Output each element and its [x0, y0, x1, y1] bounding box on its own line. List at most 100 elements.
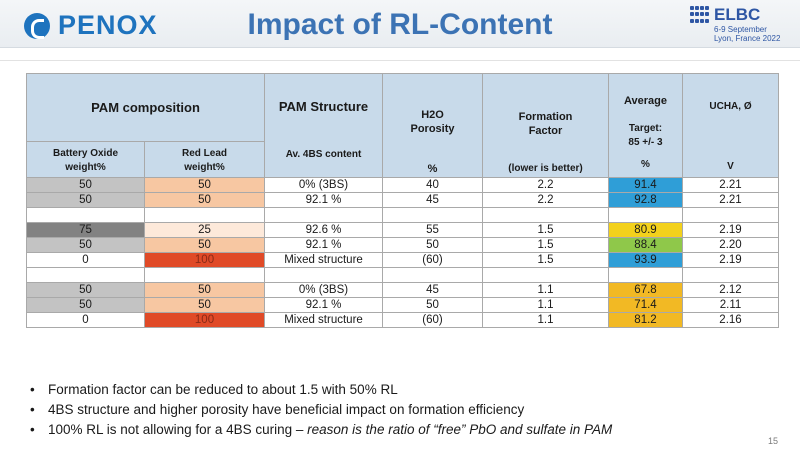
- elbc-location: Lyon, France 2022: [714, 34, 781, 43]
- red-lead-cell: 50: [144, 297, 265, 313]
- structure-cell: 92.1 %: [264, 237, 383, 253]
- oxide-cell: 75: [26, 222, 145, 238]
- oxide-cell: 50: [26, 192, 145, 208]
- header-pam-structure: PAM Structure Av. 4BS content: [264, 73, 383, 178]
- average-cell: 88.4: [608, 237, 683, 253]
- ucha-cell: 2.12: [682, 282, 779, 298]
- average-cell: 91.4: [608, 177, 683, 193]
- structure-cell: 92.6 %: [264, 222, 383, 238]
- spacer-row: [26, 207, 779, 223]
- target-value: 85 +/- 3: [628, 137, 663, 148]
- porosity-cell: 45: [382, 282, 483, 298]
- list-item: • 4BS structure and higher porosity have …: [30, 400, 612, 420]
- header-ucha: UCHA, Ø V: [682, 73, 779, 178]
- notes-list: • Formation factor can be reduced to abou…: [30, 380, 612, 440]
- structure-cell: 92.1 %: [264, 192, 383, 208]
- note-text: 4BS structure and higher porosity have b…: [48, 402, 525, 417]
- porosity-cell: 50: [382, 297, 483, 313]
- penox-logo: PENOX: [24, 10, 158, 41]
- header-formation-factor: Formation Factor (lower is better): [482, 73, 609, 178]
- oxide-cell: 50: [26, 177, 145, 193]
- ucha-cell: 2.20: [682, 237, 779, 253]
- ucha-cell: 2.21: [682, 177, 779, 193]
- average-unit: %: [641, 159, 650, 170]
- header-average: Average Target: 85 +/- 3 %: [608, 73, 683, 178]
- factor-label: Factor: [528, 125, 563, 137]
- average-cell: 81.2: [608, 312, 683, 328]
- ucha-unit: V: [727, 161, 734, 172]
- list-item: • Formation factor can be reduced to abou…: [30, 380, 612, 400]
- note-text: 100% RL is not allowing for a 4BS curing…: [48, 422, 308, 437]
- target-label: Target:: [628, 123, 663, 134]
- elbc-logo: ELBC 6-9 September Lyon, France 2022: [690, 4, 782, 44]
- structure-cell: 0% (3BS): [264, 177, 383, 193]
- average-cell: 67.8: [608, 282, 683, 298]
- red-lead-cell: 50: [144, 177, 265, 193]
- slide-header: PENOX Impact of RL-Content ELBC 6-9 Sept…: [0, 0, 800, 48]
- red-lead-cell: 100: [144, 312, 265, 328]
- ucha-cell: 2.19: [682, 222, 779, 238]
- table-row: 50 50 0% (3BS) 40 2.2 91.4 2.21: [26, 177, 779, 193]
- elbc-dots-icon: [690, 6, 712, 24]
- header-porosity: H2O Porosity %: [382, 73, 483, 178]
- table-row: 50 50 92.1 % 50 1.1 71.4 2.11: [26, 297, 779, 313]
- list-item: • 100% RL is not allowing for a 4BS curin…: [30, 420, 612, 440]
- structure-cell: 0% (3BS): [264, 282, 383, 298]
- elbc-dates: 6-9 September: [714, 25, 767, 34]
- divider: [0, 60, 800, 61]
- average-cell: 80.9: [608, 222, 683, 238]
- porosity-cell: (60): [382, 312, 483, 328]
- formation-label: Formation: [518, 111, 573, 123]
- structure-cell: Mixed structure: [264, 312, 383, 328]
- battery-oxide-label: Battery Oxide: [52, 148, 119, 159]
- header-battery-oxide: Battery Oxide weight%: [26, 141, 145, 178]
- elbc-name: ELBC: [714, 5, 761, 24]
- oxide-cell: 0: [26, 252, 145, 268]
- table-row: 50 50 92.1 % 50 1.5 88.4 2.20: [26, 237, 779, 253]
- ucha-label: UCHA, Ø: [709, 101, 752, 112]
- formation-cell: 1.1: [482, 297, 609, 313]
- porosity-cell: 55: [382, 222, 483, 238]
- logo-text: PENOX: [58, 10, 158, 40]
- formation-cell: 2.2: [482, 192, 609, 208]
- red-lead-cell: 50: [144, 237, 265, 253]
- porosity-label: Porosity: [410, 123, 455, 135]
- porosity-cell: (60): [382, 252, 483, 268]
- average-cell: 92.8: [608, 192, 683, 208]
- ucha-cell: 2.11: [682, 297, 779, 313]
- structure-cell: Mixed structure: [264, 252, 383, 268]
- porosity-cell: 40: [382, 177, 483, 193]
- formation-cell: 1.5: [482, 222, 609, 238]
- oxide-cell: 50: [26, 282, 145, 298]
- av-4bs-label: Av. 4BS content: [285, 149, 362, 160]
- formation-cell: 1.5: [482, 252, 609, 268]
- table-row: 50 50 0% (3BS) 45 1.1 67.8 2.12: [26, 282, 779, 298]
- formation-cell: 1.1: [482, 282, 609, 298]
- bullet-icon: •: [30, 402, 35, 417]
- rl-content-table: PAM composition PAM Structure Av. 4BS co…: [26, 73, 779, 328]
- porosity-cell: 45: [382, 192, 483, 208]
- red-lead-cell: 50: [144, 192, 265, 208]
- average-cell: 71.4: [608, 297, 683, 313]
- battery-oxide-unit: weight%: [65, 162, 106, 173]
- ucha-cell: 2.19: [682, 252, 779, 268]
- bullet-icon: •: [30, 382, 35, 397]
- formation-cell: 2.2: [482, 177, 609, 193]
- header-red-lead: Red Lead weight%: [144, 141, 265, 178]
- bullet-icon: •: [30, 422, 35, 437]
- oxide-cell: 50: [26, 297, 145, 313]
- lower-better-label: (lower is better): [508, 163, 583, 174]
- table-row: 0 100 Mixed structure (60) 1.5 93.9 2.19: [26, 252, 779, 268]
- note-text: Formation factor can be reduced to about…: [48, 382, 398, 397]
- penox-logo-icon: [24, 12, 50, 39]
- note-emphasis: reason is the ratio of “free” PbO and su…: [307, 422, 613, 437]
- average-label: Average: [623, 95, 667, 107]
- structure-cell: 92.1 %: [264, 297, 383, 313]
- red-lead-cell: 50: [144, 282, 265, 298]
- red-lead-cell: 25: [144, 222, 265, 238]
- elbc-date: 6-9 September Lyon, France 2022: [714, 25, 780, 43]
- porosity-unit: %: [427, 163, 438, 175]
- slide-title: Impact of RL-Content: [247, 8, 553, 41]
- h2o-label: H2O: [421, 109, 444, 121]
- table-row: 75 25 92.6 % 55 1.5 80.9 2.19: [26, 222, 779, 238]
